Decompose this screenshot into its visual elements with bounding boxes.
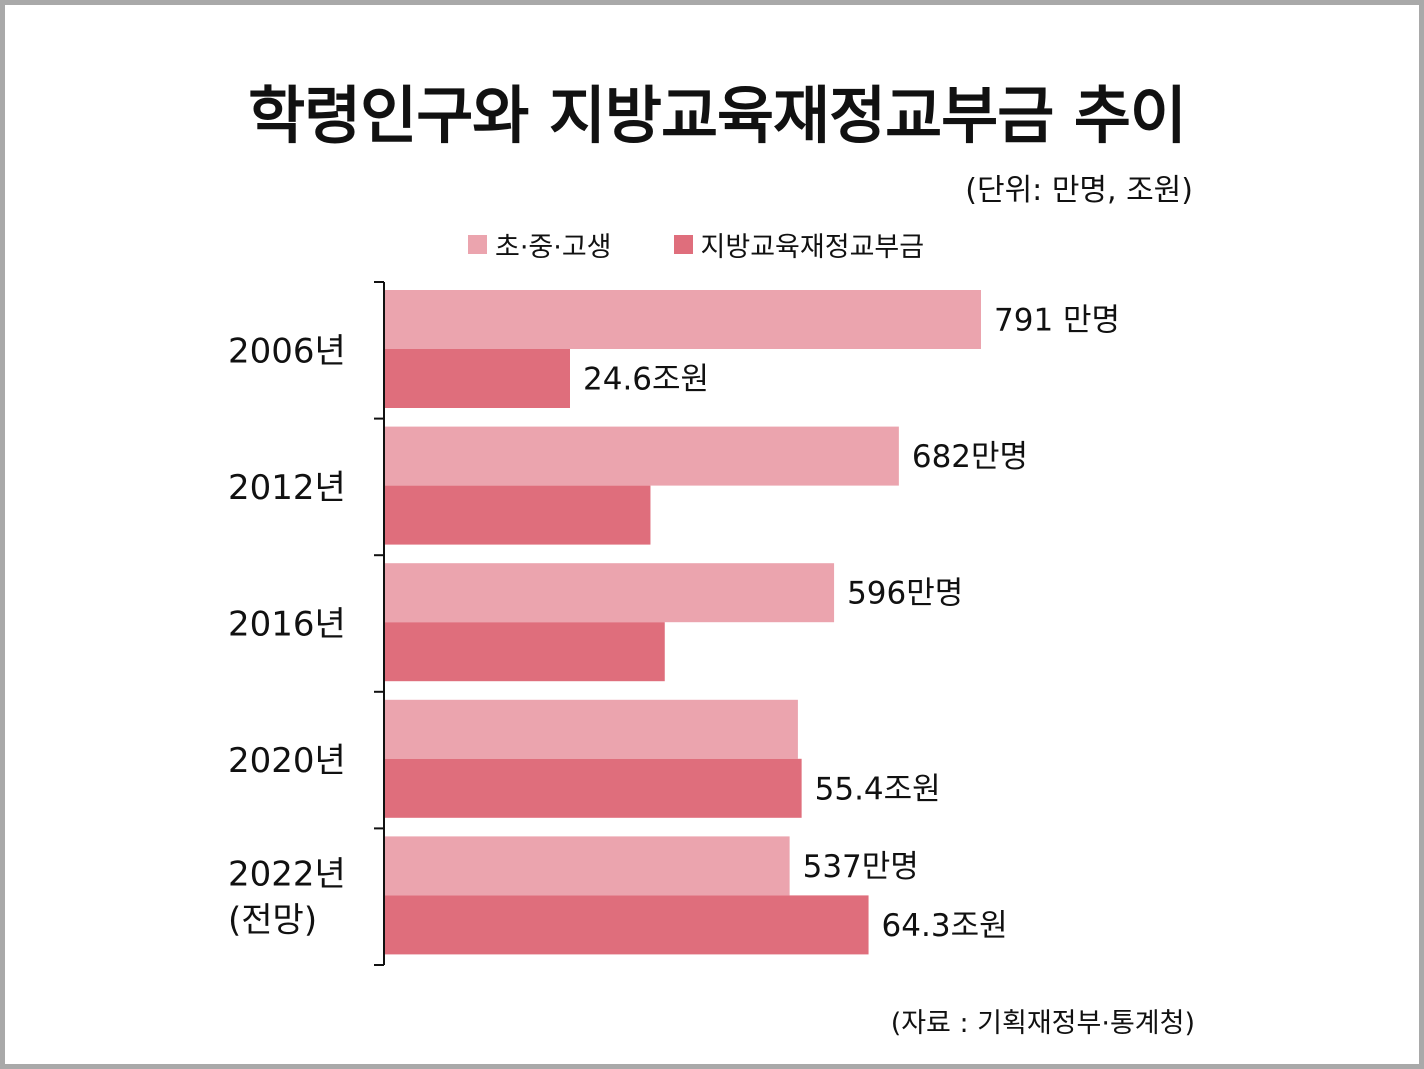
legend-item-students: 초·중·고생 xyxy=(468,225,612,264)
category-label: 2020년 xyxy=(228,741,346,781)
bar-students xyxy=(385,426,899,486)
bar-grants xyxy=(385,622,665,682)
bar-students xyxy=(385,563,835,623)
source-note: (자료 : 기획재정부·통계청) xyxy=(890,1008,1195,1039)
category-label: 2006년 xyxy=(228,331,346,371)
legend-label-grants: 지방교육재정교부금 xyxy=(700,232,925,263)
bar-students xyxy=(385,290,981,349)
category-label: 2012년 xyxy=(228,468,346,508)
data-label: 682만명 xyxy=(912,439,1028,475)
legend-label-students: 초·중·고생 xyxy=(495,232,612,263)
legend: 초·중·고생 지방교육재정교부금 xyxy=(468,225,986,264)
category-label: 2016년 xyxy=(228,605,346,645)
bar-grants xyxy=(385,895,869,955)
data-label: 64.3조원 xyxy=(882,908,1008,944)
bar-grants xyxy=(385,485,651,545)
bar-students xyxy=(385,699,798,759)
bar-students xyxy=(385,836,790,896)
data-label: 596만명 xyxy=(847,576,963,612)
legend-swatch-grants xyxy=(673,235,693,254)
category-label: (전망) xyxy=(228,901,317,941)
legend-swatch-students xyxy=(468,235,487,254)
unit-note: (단위: 만명, 조원) xyxy=(965,173,1193,208)
bar-grants xyxy=(385,349,570,408)
bar-grants xyxy=(385,758,802,818)
chart-title: 학령인구와 지방교육재정교부금 추이 xyxy=(248,79,1187,152)
legend-item-grants: 지방교육재정교부금 xyxy=(673,225,925,264)
data-label: 791 만명 xyxy=(994,303,1120,339)
category-label: 2022년 xyxy=(228,855,346,895)
data-label: 24.6조원 xyxy=(583,362,709,398)
data-label: 537만명 xyxy=(803,849,919,885)
data-label: 55.4조원 xyxy=(815,771,941,807)
